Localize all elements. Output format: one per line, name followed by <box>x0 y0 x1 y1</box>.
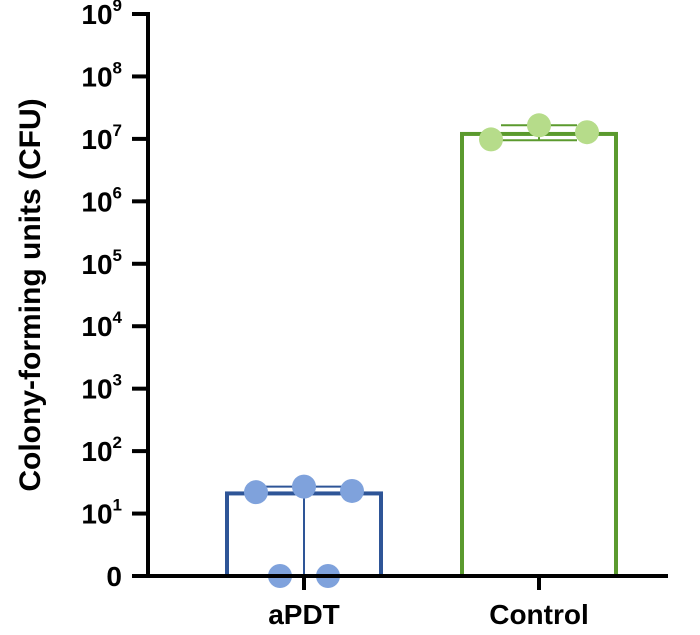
bar-control <box>460 131 618 578</box>
y-tick-label: 106 <box>81 183 122 217</box>
x-tick-label-apdt: aPDT <box>268 599 340 630</box>
data-point-control <box>479 127 503 152</box>
y-tick-label: 101 <box>81 496 122 530</box>
bars <box>225 124 618 578</box>
y-axis-label: Colony-forming units (CFU) <box>14 98 47 491</box>
data-points <box>244 113 599 588</box>
y-tick-label: 105 <box>81 246 122 280</box>
y-axis-ticks: 0 101 102 103 104 105 106 107 108 109 <box>81 0 148 592</box>
y-tick-label: 108 <box>81 58 122 92</box>
x-tick-label-control: Control <box>489 599 589 630</box>
data-point-apdt <box>292 474 316 499</box>
data-point-control <box>575 120 599 145</box>
y-tick-label: 103 <box>81 371 122 405</box>
data-point-apdt <box>244 480 268 505</box>
y-tick-label: 109 <box>81 0 122 30</box>
data-point-control <box>527 113 551 138</box>
y-tick-label: 102 <box>81 433 122 467</box>
y-tick-label: 104 <box>81 308 122 342</box>
data-point-apdt <box>340 478 364 503</box>
x-axis-labels: aPDT Control <box>268 576 589 630</box>
y-tick-label: 107 <box>81 121 122 155</box>
y-tick-label: 0 <box>106 561 122 592</box>
